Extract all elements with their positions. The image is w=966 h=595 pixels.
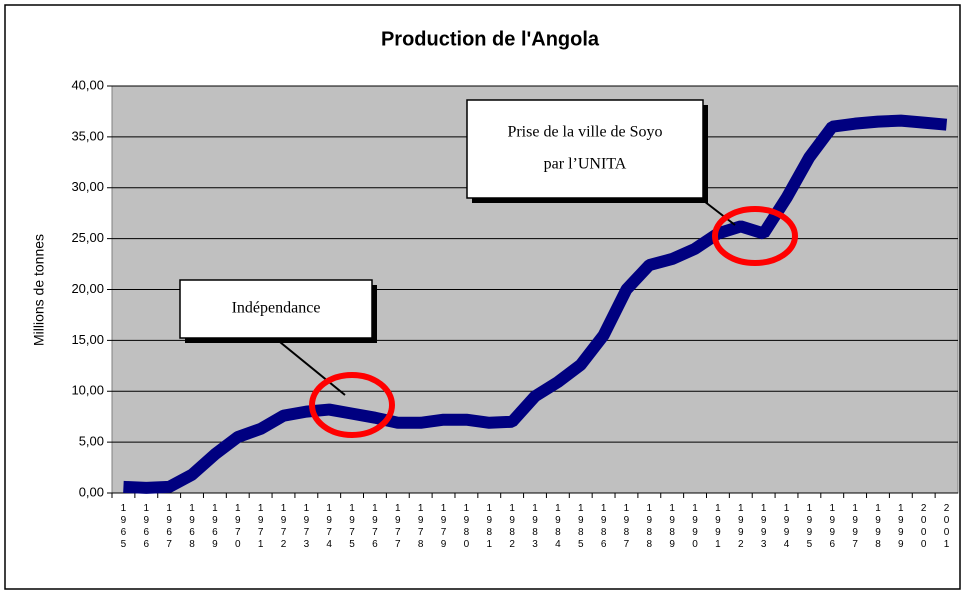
x-tick-label: 1994 — [783, 503, 790, 550]
x-tick-label: 1985 — [577, 503, 584, 550]
x-tick-label: 1967 — [166, 503, 172, 550]
x-tick-label: 1969 — [212, 503, 218, 550]
highlight-circle — [309, 372, 395, 438]
annotation: Prise de la ville de Soyo — [507, 124, 662, 141]
x-tick-label: 1997 — [852, 503, 858, 550]
x-tick-label: 1989 — [669, 503, 675, 550]
x-tick-label: 2001 — [943, 503, 950, 550]
y-tick-label: 25,00 — [71, 230, 104, 245]
y-tick-label: 30,00 — [71, 179, 104, 194]
annotation: Indépendance — [232, 300, 321, 317]
y-axis-label: Millions de tonnes — [31, 234, 47, 346]
x-tick-label: 1976 — [372, 503, 378, 550]
y-tick-label: 5,00 — [79, 434, 104, 449]
x-tick-label: 1995 — [806, 503, 813, 550]
x-tick-label: 1988 — [646, 503, 653, 550]
chart-title: Production de l'Angola — [381, 28, 600, 50]
x-tick-label: 1979 — [440, 503, 447, 550]
y-tick-label: 20,00 — [71, 281, 104, 296]
x-tick-label: 1993 — [760, 503, 767, 550]
pointer — [274, 337, 346, 396]
y-tick-label: 40,00 — [71, 77, 104, 92]
x-tick-label: 1972 — [280, 503, 287, 550]
annotation: par l’UNITA — [544, 156, 627, 173]
x-tick-label: 1990 — [692, 503, 698, 550]
x-tick-label: 1986 — [600, 503, 607, 550]
x-tick-label: 1982 — [509, 503, 515, 550]
x-tick-label: 1966 — [143, 503, 150, 550]
annotation-box — [179, 279, 373, 339]
x-tick-label: 1987 — [623, 503, 630, 550]
x-tick-label: 1999 — [898, 503, 904, 550]
highlight-circle — [712, 206, 798, 266]
x-tick-label: 1975 — [349, 503, 355, 550]
x-tick-label: 1978 — [417, 503, 424, 550]
x-tick-label: 1984 — [555, 503, 561, 550]
x-tick-label: 1991 — [715, 503, 721, 550]
x-tick-label: 1973 — [303, 503, 310, 550]
x-tick-label: 1968 — [189, 503, 195, 550]
x-tick-label: 1965 — [120, 503, 127, 550]
x-tick-label: 1981 — [486, 503, 493, 550]
x-tick-label: 1983 — [532, 503, 538, 550]
x-tick-label: 1974 — [326, 503, 332, 550]
x-tick-label: 1992 — [738, 503, 744, 550]
x-tick-label: 2000 — [920, 503, 927, 550]
x-tick-label: 1970 — [234, 503, 241, 550]
marks: 0,00 5,00 10,00 15,00 20,00 25,00 30,00 35,00 40… — [71, 77, 958, 499]
x-tick-label: 1996 — [829, 503, 836, 550]
y-tick-label: 15,00 — [71, 332, 104, 347]
x-tick-label: 1977 — [395, 503, 401, 550]
y-tick-label: 35,00 — [71, 128, 104, 143]
x-tick-label: 1980 — [463, 503, 470, 550]
x-tick-label: 1998 — [875, 503, 881, 550]
annotations: Indépendance Prise de la ville de Soyo p… — [179, 99, 798, 438]
data-line — [123, 114, 948, 494]
y-tick-label: 10,00 — [71, 383, 104, 398]
y-tick-label: 0,00 — [79, 484, 104, 499]
annotation-box — [466, 99, 704, 199]
x-tick-label: 1971 — [257, 503, 264, 550]
